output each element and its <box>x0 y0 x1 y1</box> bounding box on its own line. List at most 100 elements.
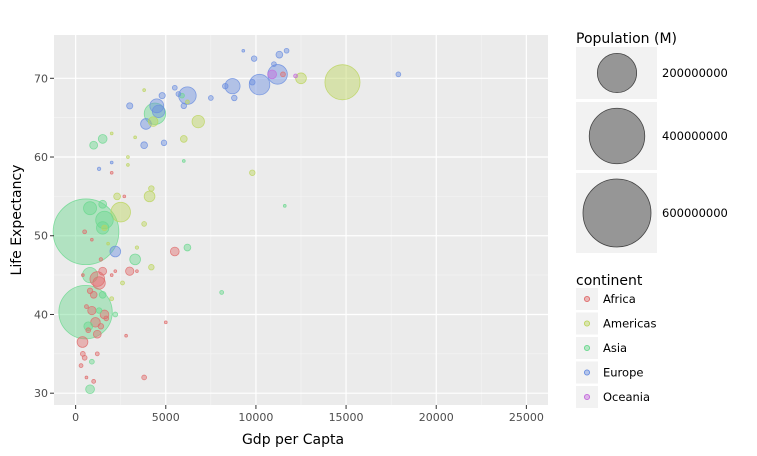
data-point-africa <box>124 333 128 338</box>
size-legend-label: 400000000 <box>662 129 728 143</box>
data-point-europe <box>140 141 148 150</box>
data-point-americas <box>143 190 156 203</box>
data-point-africa <box>78 363 84 369</box>
x-tick-label: 15000 <box>329 411 364 424</box>
grid-minor <box>54 35 548 405</box>
data-point-africa <box>87 305 97 316</box>
data-point-asia <box>89 358 95 365</box>
data-point-europe <box>149 98 165 114</box>
color-legend-dot <box>583 344 591 352</box>
data-point-africa <box>170 246 180 257</box>
size-legend-title: Population (M) <box>576 31 677 47</box>
data-point-europe <box>171 84 178 91</box>
size-legend-label: 600000000 <box>662 206 728 220</box>
y-tick-label: 30 <box>34 387 48 400</box>
data-point-europe <box>208 95 214 101</box>
data-point-asia <box>82 267 99 284</box>
data-point-americas <box>180 135 188 143</box>
data-point-americas <box>126 163 130 167</box>
x-axis: 0 5000 10000 15000 20000 25000 <box>72 405 544 424</box>
data-point-africa <box>141 374 147 381</box>
x-tick-label: 10000 <box>238 411 273 424</box>
data-point-americas <box>133 135 137 140</box>
data-point-americas <box>113 192 121 201</box>
data-point-europe <box>224 78 241 95</box>
y-tick-label: 70 <box>34 72 48 85</box>
data-point-europe <box>241 48 246 53</box>
data-point-americas <box>148 185 155 192</box>
color-legend-key <box>576 386 598 408</box>
y-tick-label: 50 <box>34 230 48 243</box>
color-legend-label: Africa <box>603 292 636 306</box>
data-point-europe <box>151 104 166 118</box>
color-legend-dot <box>583 295 591 303</box>
data-point-americas <box>126 155 130 159</box>
data-point-africa <box>82 229 88 235</box>
x-tick-label: 25000 <box>509 411 544 424</box>
data-point-europe <box>395 71 402 78</box>
size-legend-circle <box>582 178 652 248</box>
color-legend-label: Americas <box>603 317 656 331</box>
y-axis-title: Life Expectancy <box>9 165 25 276</box>
data-point-americas <box>191 114 205 129</box>
x-tick-label: 0 <box>72 411 79 424</box>
data-point-africa <box>90 237 94 242</box>
data-point-asia <box>143 102 167 125</box>
data-point-africa <box>84 304 89 309</box>
data-point-europe <box>180 102 187 110</box>
data-point-europe <box>249 79 256 86</box>
data-point-asia <box>96 221 110 235</box>
color-legend-dot <box>583 393 591 401</box>
data-point-africa <box>122 194 127 199</box>
data-point-americas <box>106 241 110 246</box>
data-point-africa <box>103 315 110 322</box>
data-point-africa <box>99 309 110 320</box>
data-point-europe <box>158 92 166 100</box>
data-point-americas <box>110 201 131 223</box>
data-point-americas <box>147 116 159 127</box>
data-point-americas <box>324 64 361 101</box>
data-point-africa <box>92 329 102 339</box>
color-legend-key <box>576 337 598 359</box>
data-point-europe <box>283 47 290 54</box>
color-legend-key <box>576 288 598 310</box>
data-point-asia <box>183 243 192 252</box>
size-legend-circle <box>596 52 638 94</box>
grid-major <box>54 35 548 405</box>
y-tick-label: 40 <box>34 308 48 321</box>
data-point-asia <box>219 290 225 295</box>
data-point-africa <box>280 71 286 78</box>
data-point-africa <box>76 336 89 348</box>
data-point-oceania <box>293 73 298 79</box>
data-point-asia <box>95 307 103 314</box>
data-point-africa <box>98 257 103 262</box>
data-point-africa <box>94 351 100 357</box>
data-point-americas <box>142 88 146 92</box>
data-point-americas <box>249 169 256 176</box>
x-tick-label: 20000 <box>419 411 454 424</box>
data-point-asia <box>112 311 119 318</box>
data-point-americas <box>109 296 115 302</box>
data-point-africa <box>81 354 88 361</box>
data-point-europe <box>109 160 114 165</box>
data-point-europe <box>96 166 102 171</box>
color-legend-title: continent <box>576 273 643 289</box>
x-tick-label: 5000 <box>152 411 180 424</box>
data-point-africa <box>86 287 94 295</box>
data-point-africa <box>163 320 168 325</box>
data-point-africa <box>85 327 92 334</box>
data-point-americas <box>101 224 108 232</box>
data-point-europe <box>160 139 168 147</box>
color-legend-dot <box>583 369 591 376</box>
data-point-europe <box>271 61 277 67</box>
color-legend-dot <box>583 320 591 327</box>
data-point-africa <box>89 271 106 287</box>
data-point-africa <box>113 269 118 273</box>
data-point-asia <box>98 290 107 299</box>
data-point-americas <box>185 99 190 105</box>
data-point-asia <box>97 134 108 144</box>
color-legend: continent Africa Americas Asia Europe Oceani… <box>576 273 656 408</box>
data-point-africa <box>125 266 135 276</box>
data-point-asia <box>282 204 287 208</box>
